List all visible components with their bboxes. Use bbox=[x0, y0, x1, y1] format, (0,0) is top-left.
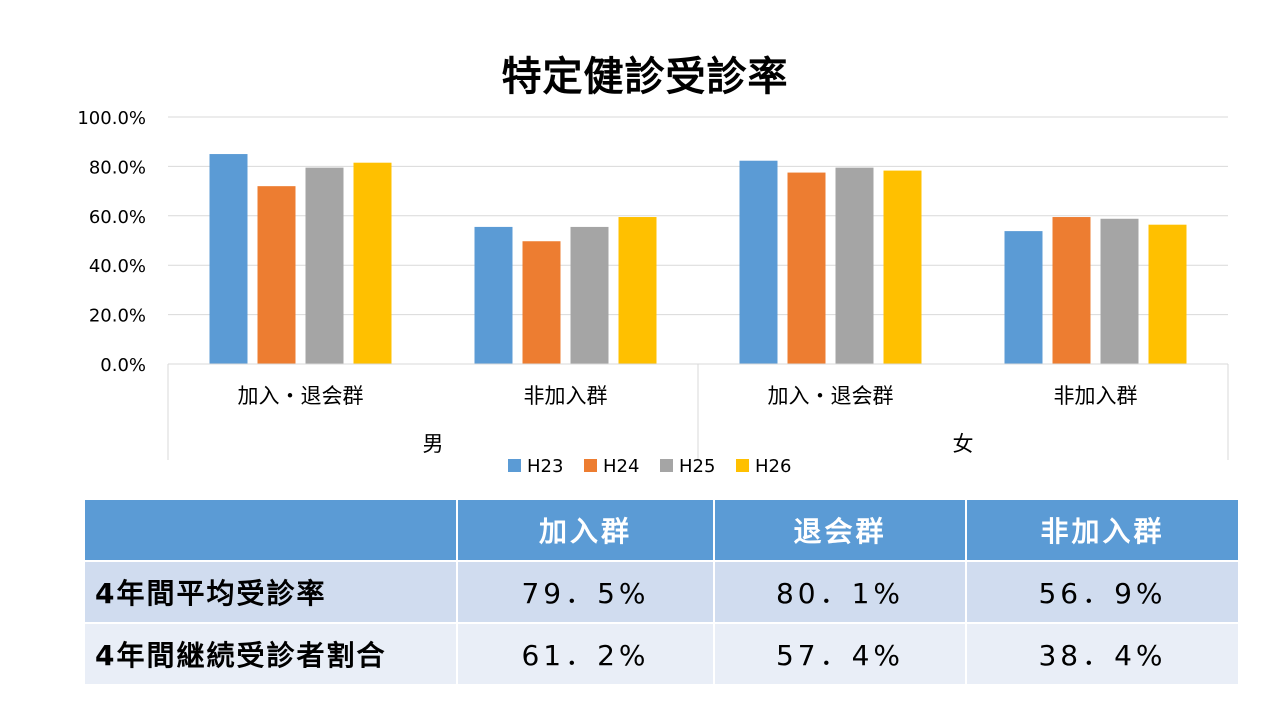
bar-h24-2 bbox=[787, 172, 826, 364]
table-cell: 38．4% bbox=[965, 622, 1240, 686]
y-tick-label: 60.0% bbox=[89, 207, 146, 228]
y-tick-label: 20.0% bbox=[89, 306, 146, 327]
bar-h24-3 bbox=[1052, 217, 1091, 364]
y-tick-label: 100.0% bbox=[77, 108, 146, 129]
legend-swatch-h23 bbox=[508, 459, 521, 472]
table-header-joined: 加入群 bbox=[456, 498, 715, 562]
table-cell: 57．4% bbox=[713, 622, 967, 686]
bar-h26-3 bbox=[1148, 224, 1187, 364]
table-cell: 79．5% bbox=[456, 560, 715, 624]
x-group-label: 女 bbox=[953, 432, 974, 456]
legend-swatch-h25 bbox=[660, 459, 673, 472]
x-group-label: 男 bbox=[423, 432, 444, 456]
table-row: 4年間継続受診者割合 61．2% 57．4% 38．4% bbox=[83, 622, 1240, 686]
legend: H23 H24 H25 H26 bbox=[508, 456, 791, 477]
legend-label: H25 bbox=[679, 456, 715, 477]
bar-h26-0 bbox=[353, 162, 392, 364]
x-category-label: 非加入群 bbox=[1054, 384, 1138, 408]
x-category-label: 加入・退会群 bbox=[238, 384, 364, 408]
table-header-withdrawn: 退会群 bbox=[713, 498, 967, 562]
chart-title: 特定健診受診率 bbox=[501, 54, 789, 100]
row-label: 4年間継続受診者割合 bbox=[83, 622, 458, 686]
legend-label: H24 bbox=[603, 456, 639, 477]
bar-h24-0 bbox=[257, 186, 296, 364]
bar-h26-2 bbox=[883, 170, 922, 364]
table-header-row: 加入群 退会群 非加入群 bbox=[83, 498, 1240, 562]
bar-h25-1 bbox=[570, 226, 609, 364]
stats-table: 加入群 退会群 非加入群 4年間平均受診率 79．5% 80．1% 56．9% … bbox=[83, 498, 1240, 686]
bar-h23-0 bbox=[209, 154, 248, 364]
x-category-label: 非加入群 bbox=[524, 384, 608, 408]
y-tick-label: 0.0% bbox=[100, 355, 146, 376]
legend-label: H23 bbox=[527, 456, 563, 477]
table-cell: 80．1% bbox=[713, 560, 967, 624]
legend-label: H26 bbox=[755, 456, 791, 477]
bars bbox=[209, 154, 1187, 364]
table-cell: 56．9% bbox=[965, 560, 1240, 624]
x-category-label: 加入・退会群 bbox=[768, 384, 894, 408]
bar-h25-0 bbox=[305, 167, 344, 364]
y-axis-ticks: 0.0% 20.0% 40.0% 60.0% 80.0% 100.0% bbox=[77, 108, 146, 376]
bar-h26-1 bbox=[618, 217, 657, 364]
legend-swatch-h24 bbox=[584, 459, 597, 472]
table-row: 4年間平均受診率 79．5% 80．1% 56．9% bbox=[83, 560, 1240, 624]
bar-h23-3 bbox=[1004, 231, 1043, 364]
bar-h23-2 bbox=[739, 160, 778, 364]
bar-h23-1 bbox=[474, 226, 513, 364]
y-tick-label: 80.0% bbox=[89, 157, 146, 178]
row-label: 4年間平均受診率 bbox=[83, 560, 458, 624]
y-tick-label: 40.0% bbox=[89, 256, 146, 277]
table-cell: 61．2% bbox=[456, 622, 715, 686]
table-header-nonjoined: 非加入群 bbox=[965, 498, 1240, 562]
bar-h24-1 bbox=[522, 241, 561, 364]
bar-h25-3 bbox=[1100, 218, 1139, 364]
bar-chart: 0.0% 20.0% 40.0% 60.0% 80.0% 100.0% 加入・退会群 非加入… bbox=[77, 108, 1229, 477]
legend-swatch-h26 bbox=[736, 459, 749, 472]
table-header-corner bbox=[83, 498, 458, 562]
bar-h25-2 bbox=[835, 167, 874, 364]
